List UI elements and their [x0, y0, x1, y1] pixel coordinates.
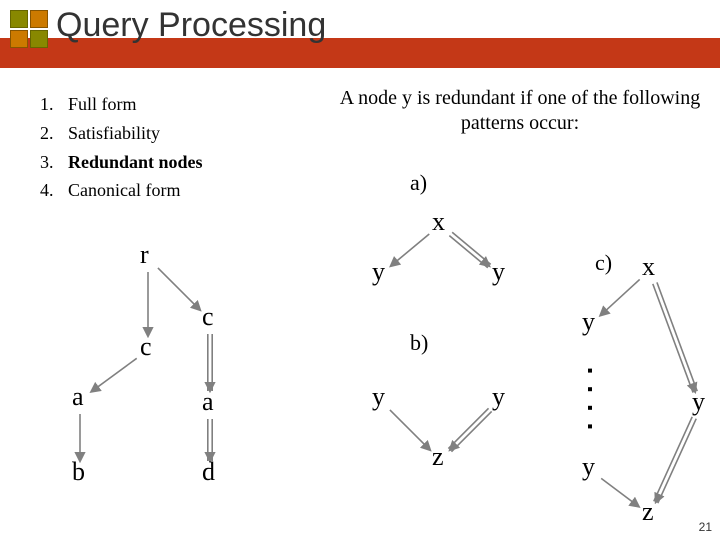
node-d: d — [202, 457, 215, 487]
sublabel: c) — [595, 250, 612, 276]
node-y: y — [582, 452, 595, 482]
node-y: y — [492, 382, 505, 412]
node-c: c — [140, 332, 152, 362]
node-a: a — [202, 387, 214, 417]
node-b: b — [72, 457, 85, 487]
node-z: z — [642, 497, 654, 527]
node-x: x — [432, 207, 445, 237]
node-a: a — [72, 382, 84, 412]
node-y: y — [372, 257, 385, 287]
node-y: y — [372, 382, 385, 412]
node-y: y — [582, 307, 595, 337]
node-y: y — [692, 387, 705, 417]
page-number: 21 — [699, 520, 712, 534]
sublabel: b) — [410, 330, 428, 356]
node-c: c — [202, 302, 214, 332]
sublabel: a) — [410, 170, 427, 196]
node-y: y — [492, 257, 505, 287]
node-r: r — [140, 240, 149, 270]
node-z: z — [432, 442, 444, 472]
node-x: x — [642, 252, 655, 282]
